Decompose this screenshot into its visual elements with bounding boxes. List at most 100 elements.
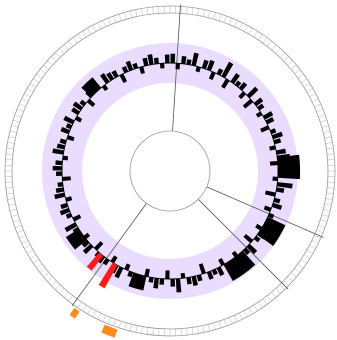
highlighted-bar [98, 262, 118, 289]
bar [127, 270, 134, 278]
ruler-tick [297, 263, 304, 269]
ruler-tick [129, 10, 133, 18]
ruler-tick [267, 295, 272, 302]
ruler-tick [124, 12, 127, 20]
ruler-tick [218, 13, 222, 21]
ruler-tick [29, 254, 37, 259]
bar [121, 65, 129, 74]
ruler-tick [77, 301, 82, 308]
ruler-tick [314, 235, 321, 239]
ruler-tick [51, 280, 57, 286]
ruler-tick [11, 214, 19, 217]
bar [56, 143, 66, 150]
ruler-tick [5, 187, 13, 189]
ruler-tick [97, 312, 101, 320]
pointer-line [71, 203, 147, 307]
ruler-tick [33, 259, 40, 264]
ruler-tick [36, 263, 43, 269]
bar [94, 241, 104, 251]
ruler-tick [12, 219, 20, 223]
ruler-tick [9, 208, 17, 212]
bar [159, 63, 165, 69]
ruler-tick [267, 40, 272, 47]
ruler-tick [51, 56, 57, 62]
ruler-tick [63, 44, 69, 51]
outer-ruler-ring [4, 5, 336, 337]
ruler-tick [141, 326, 143, 334]
ruler-tick [311, 98, 319, 102]
bar [195, 66, 201, 73]
ruler-tick [243, 25, 248, 32]
bar [206, 270, 214, 280]
bar [66, 135, 75, 142]
ruler-tick [262, 298, 268, 305]
ruler-tick [321, 125, 329, 128]
bar [238, 81, 248, 91]
ruler-tick [55, 52, 61, 58]
ruler-tick [320, 219, 328, 223]
ruler-tick [283, 56, 289, 62]
ruler-tick [77, 34, 82, 41]
ruler-tick [24, 244, 31, 249]
bar [72, 214, 82, 222]
bar [221, 78, 230, 89]
highlighted-bar [86, 252, 104, 271]
ruler-tick [253, 304, 258, 312]
ruler-tick [243, 310, 248, 317]
bar [72, 101, 83, 111]
ruler-tick [324, 136, 332, 139]
ruler-tick [321, 214, 329, 217]
ruler-tick [7, 142, 15, 144]
bar [271, 202, 283, 210]
ruler-tick [14, 114, 22, 118]
pointer-line [198, 199, 289, 290]
bar [62, 155, 69, 161]
bar [55, 187, 64, 194]
bar [119, 73, 128, 84]
ruler-tick [239, 22, 243, 30]
bar [238, 91, 246, 100]
ruler-tick [186, 6, 188, 14]
bar [59, 207, 71, 216]
ruler-tick [290, 272, 297, 278]
bar [52, 148, 64, 155]
ruler-tick [253, 30, 258, 38]
ruler-tick [68, 295, 73, 302]
ruler-tick [326, 147, 334, 150]
ruler-tick [63, 291, 69, 298]
ruler-tick [7, 198, 15, 200]
ruler-tick [316, 108, 324, 113]
ruler-tick [309, 244, 316, 249]
ruler-tick [314, 103, 321, 107]
heavy-block [65, 228, 87, 250]
ruler-tick [87, 27, 92, 35]
bar [269, 145, 276, 151]
bar [170, 53, 176, 64]
ruler-tick [5, 153, 13, 155]
bar [82, 243, 94, 255]
bar [125, 60, 134, 72]
bar [54, 192, 66, 200]
bar [218, 258, 226, 266]
ruler-tick [55, 284, 61, 290]
ruler-tick [275, 48, 281, 54]
ruler-tick [202, 325, 205, 333]
ruler-tick [271, 44, 277, 51]
ruler-tick [318, 114, 326, 118]
bar [159, 278, 165, 285]
ruler-tick [152, 6, 154, 14]
ruler-tick [26, 249, 34, 254]
ruler-tick [107, 317, 112, 325]
bar [253, 235, 261, 243]
bar [216, 68, 224, 76]
ruler-tick [228, 17, 233, 25]
ruler-tick [228, 317, 233, 325]
bar [114, 266, 124, 279]
bar [196, 274, 203, 282]
bar [79, 99, 87, 107]
bar [165, 270, 170, 279]
ruler-tick [303, 83, 311, 88]
heavy-block [277, 154, 301, 180]
bar [83, 232, 91, 240]
ruler-tick [9, 130, 17, 134]
